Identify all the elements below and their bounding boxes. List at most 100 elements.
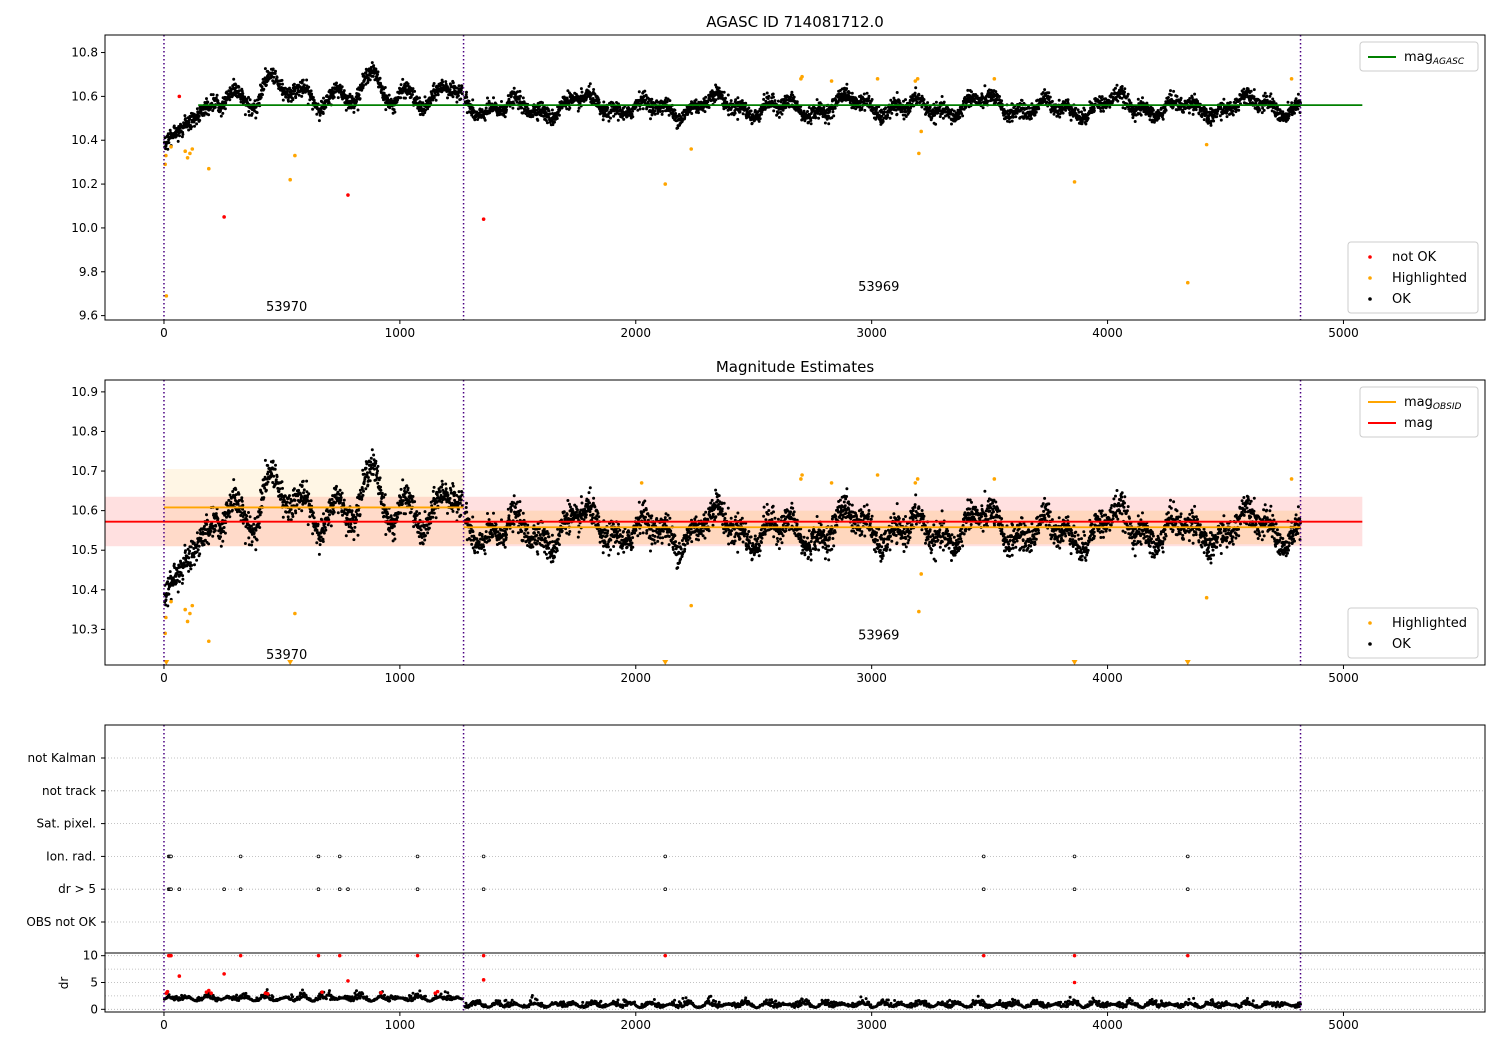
highlighted-point-25 — [1289, 77, 1294, 81]
clipped-point-1 — [287, 660, 294, 666]
not-ok-point-1 — [222, 215, 226, 219]
highlighted-point-18 — [919, 572, 924, 576]
legend-1 — [1347, 241, 1479, 314]
highlighted-point-20 — [919, 129, 924, 134]
panel-magnitude-estimates-axes — [104, 379, 1486, 666]
x-tick-label-1: 1000 — [385, 671, 416, 685]
dr-red-cluster-8 — [379, 990, 383, 995]
flag-label-2: Sat. pixel. — [36, 817, 96, 831]
panel-magnitude-estimates: Magnitude Estimates 53970 53969 0 1000 2000… — [71, 358, 1486, 685]
x-tick-label-1: 1000 — [385, 326, 416, 340]
dr-not-ok-point-12 — [663, 953, 668, 958]
x-tick-label-5: 5000 — [1328, 326, 1359, 340]
dr-not-ok-point-15 — [1072, 980, 1077, 985]
highlighted-point-1 — [164, 615, 168, 620]
y-tick-label-5: 10.8 — [71, 424, 98, 438]
clipped-point-2 — [662, 660, 669, 666]
ok-points — [162, 61, 1302, 151]
dr-not-ok-point-5 — [238, 953, 243, 958]
x-tick-label-2: 2000 — [620, 1018, 651, 1032]
highlighted-point-21 — [1289, 477, 1294, 481]
flag-label-0: not Kalman — [28, 751, 96, 765]
flag-point-1-3 — [177, 887, 182, 891]
legend-1-swatch-0 — [1368, 621, 1372, 625]
dr-not-ok-point-10 — [481, 953, 486, 958]
panel-agasc-axes — [104, 34, 1486, 321]
flag-point-1-9 — [415, 887, 420, 891]
dr-red-cluster-1 — [165, 989, 170, 994]
flag-point-1-14 — [1185, 887, 1190, 891]
dr-not-ok-point-9 — [415, 953, 420, 958]
legend-0-label-1: mag — [1404, 416, 1433, 431]
obsid-annotation-0: 53970 — [266, 648, 307, 663]
x-tick-label-5: 5000 — [1328, 671, 1359, 685]
highlighted-point-17 — [913, 79, 918, 83]
highlighted-point-19 — [992, 477, 997, 481]
dr-ok-points — [162, 988, 1302, 1010]
y-tick-label-1: 5 — [90, 976, 98, 990]
highlighted-point-14 — [875, 473, 880, 477]
legend-1-swatch-1 — [1368, 642, 1372, 646]
clipped-point-4 — [1184, 660, 1191, 666]
y-tick-label-0: 0 — [90, 1002, 98, 1016]
clipped-point-0 — [163, 660, 170, 666]
flag-point-0-9 — [981, 854, 986, 859]
flag-point-0-7 — [481, 854, 486, 859]
highlighted-point-15 — [829, 79, 834, 83]
obsid-annotation-1: 53969 — [858, 280, 899, 295]
dr-not-ok-point-4 — [222, 972, 226, 976]
y-tick-label-2: 10.5 — [71, 543, 98, 557]
highlighted-point-12 — [800, 473, 804, 477]
flag-point-1-8 — [346, 887, 350, 891]
highlighted-point-23 — [1185, 280, 1190, 285]
highlighted-point-8 — [293, 611, 297, 616]
highlighted-point-21 — [992, 77, 997, 81]
flag-point-1-10 — [481, 887, 486, 891]
y-tick-label-3: 10.2 — [71, 177, 98, 191]
highlighted-point-20 — [1204, 595, 1209, 600]
highlighted-point-11 — [799, 477, 803, 481]
y-tick-label-6: 10.9 — [71, 385, 98, 399]
highlighted-point-12 — [689, 147, 694, 151]
legend-1-label-0: not OK — [1392, 250, 1437, 265]
legend-0 — [1359, 41, 1479, 72]
y-tick-label-1: 10.4 — [71, 583, 98, 597]
x-tick-label-2: 2000 — [620, 326, 651, 340]
dr-not-ok-point-13 — [981, 953, 986, 958]
flag-point-1-11 — [663, 887, 668, 891]
flag-point-0-10 — [1072, 854, 1077, 859]
highlighted-point-4 — [183, 149, 188, 153]
x-tick-label-4: 4000 — [1092, 326, 1123, 340]
flag-point-0-2 — [169, 854, 173, 859]
flag-point-0-8 — [663, 854, 668, 859]
panel-magnitude-estimates-title: Magnitude Estimates — [716, 358, 874, 376]
highlighted-point-0 — [164, 294, 169, 298]
highlighted-point-10 — [689, 603, 694, 608]
highlighted-point-8 — [206, 166, 211, 171]
y-tick-label-3: 10.6 — [71, 504, 98, 518]
panel-flags: not Kalman not track Sat. pixel. Ion. rad. d… — [26, 724, 1486, 954]
y-tick-label-4: 10.7 — [71, 464, 98, 478]
flag-point-1-4 — [222, 887, 226, 891]
x-tick-label-2: 2000 — [620, 671, 651, 685]
obsid-annotation-0: 53970 — [266, 300, 307, 315]
legend-1-label-1: Highlighted — [1392, 271, 1467, 286]
dr-not-ok-point-6 — [316, 953, 321, 958]
not-ok-point-2 — [346, 193, 350, 197]
highlighted-point-6 — [188, 151, 192, 156]
y-tick-label-6: 10.8 — [71, 46, 98, 60]
x-tick-label-0: 0 — [160, 326, 168, 340]
highlighted-point-11 — [663, 182, 668, 186]
legend-1-swatch-2 — [1368, 297, 1372, 301]
y-tick-label-2: 10.0 — [71, 221, 98, 235]
x-tick-label-4: 4000 — [1092, 671, 1123, 685]
flag-label-4: dr > 5 — [58, 882, 96, 896]
dr-not-ok-point-7 — [337, 953, 342, 958]
dr-not-ok-point-3 — [177, 974, 182, 978]
y-tick-label-5: 10.6 — [71, 89, 98, 103]
y-tick-label-0: 9.6 — [79, 309, 98, 323]
highlighted-point-19 — [917, 151, 921, 156]
panel-dr: 0 1000 2000 3000 4000 5000 0 5 10 dr — [57, 949, 1486, 1032]
flag-label-5: OBS not OK — [26, 915, 97, 929]
